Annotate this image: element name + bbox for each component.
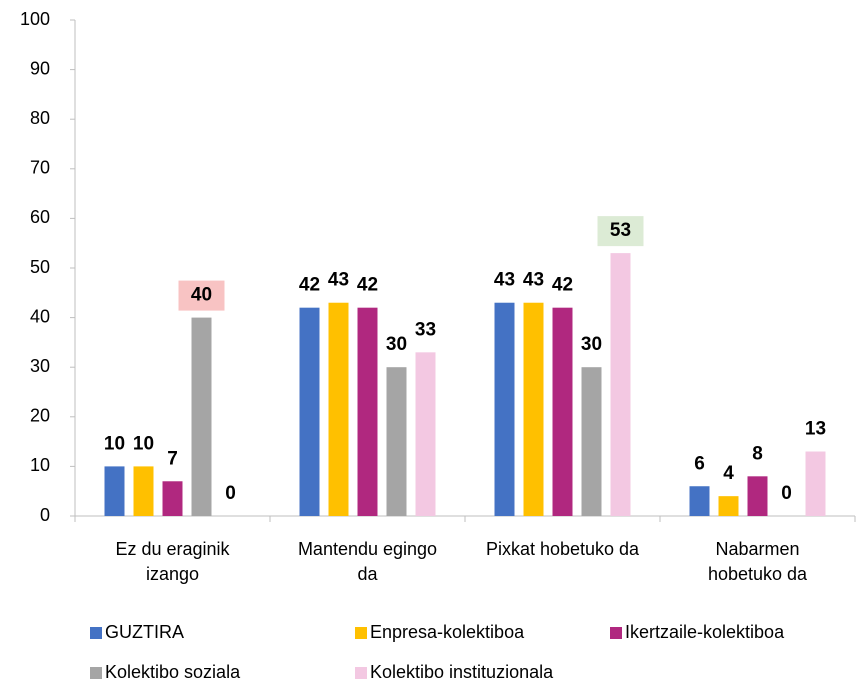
bar (718, 496, 739, 516)
y-tick-label: 100 (20, 9, 50, 29)
x-tick-label: da (357, 564, 378, 584)
bar (357, 307, 378, 516)
value-label: 10 (133, 433, 154, 454)
legend-label: Enpresa-kolektiboa (370, 622, 525, 642)
bar (104, 466, 125, 516)
label-highlight (178, 280, 225, 311)
bar (133, 466, 154, 516)
x-tick-label: Ez du eraginik (115, 539, 230, 559)
bar (415, 352, 436, 516)
y-tick-label: 80 (30, 108, 50, 128)
value-label: 42 (299, 275, 320, 296)
value-label: 43 (494, 270, 515, 291)
legend-label: Kolektibo instituzionala (370, 662, 554, 681)
bar (610, 253, 631, 516)
bar (523, 302, 544, 516)
value-label: 4 (723, 463, 734, 484)
legend-label: GUZTIRA (105, 622, 184, 642)
bar (805, 451, 826, 516)
bar (299, 307, 320, 516)
legend-label: Ikertzaile-kolektiboa (625, 622, 785, 642)
bar (162, 481, 183, 516)
bar (552, 307, 573, 516)
y-tick-label: 60 (30, 207, 50, 227)
bar (747, 476, 768, 516)
x-tick-label: hobetuko da (708, 564, 808, 584)
y-tick-label: 50 (30, 257, 50, 277)
x-tick-label: Nabarmen (715, 539, 799, 559)
value-label: 8 (752, 443, 763, 464)
bar (581, 367, 602, 516)
value-label: 42 (357, 275, 378, 296)
legend-swatch (90, 627, 102, 639)
bar (191, 317, 212, 516)
legend-label: Kolektibo soziala (105, 662, 241, 681)
x-tick-label: Mantendu egingo (298, 539, 437, 559)
bar (689, 486, 710, 516)
value-label: 43 (328, 270, 349, 291)
x-tick-label: Pixkat hobetuko da (486, 539, 640, 559)
value-label: 53 (610, 220, 631, 241)
value-label: 6 (694, 453, 705, 474)
value-label: 13 (805, 419, 826, 440)
label-highlight (597, 216, 644, 247)
legend-swatch (610, 627, 622, 639)
bar (494, 302, 515, 516)
value-label: 43 (523, 270, 544, 291)
value-label: 0 (225, 483, 236, 504)
value-label: 7 (167, 448, 178, 469)
y-tick-label: 90 (30, 58, 50, 78)
legend-swatch (355, 627, 367, 639)
y-tick-label: 40 (30, 306, 50, 326)
bar (386, 367, 407, 516)
value-label: 33 (415, 319, 436, 340)
y-tick-label: 70 (30, 158, 50, 178)
y-tick-label: 20 (30, 406, 50, 426)
value-label: 10 (104, 433, 125, 454)
legend-swatch (90, 667, 102, 679)
value-label: 30 (581, 334, 602, 355)
x-tick-label: izango (146, 564, 199, 584)
value-label: 0 (781, 483, 792, 504)
y-tick-label: 10 (30, 455, 50, 475)
value-label: 30 (386, 334, 407, 355)
value-label: 42 (552, 275, 573, 296)
legend-swatch (355, 667, 367, 679)
y-tick-label: 30 (30, 356, 50, 376)
bar (328, 302, 349, 516)
y-tick-label: 0 (40, 505, 50, 525)
value-label: 40 (191, 285, 212, 306)
